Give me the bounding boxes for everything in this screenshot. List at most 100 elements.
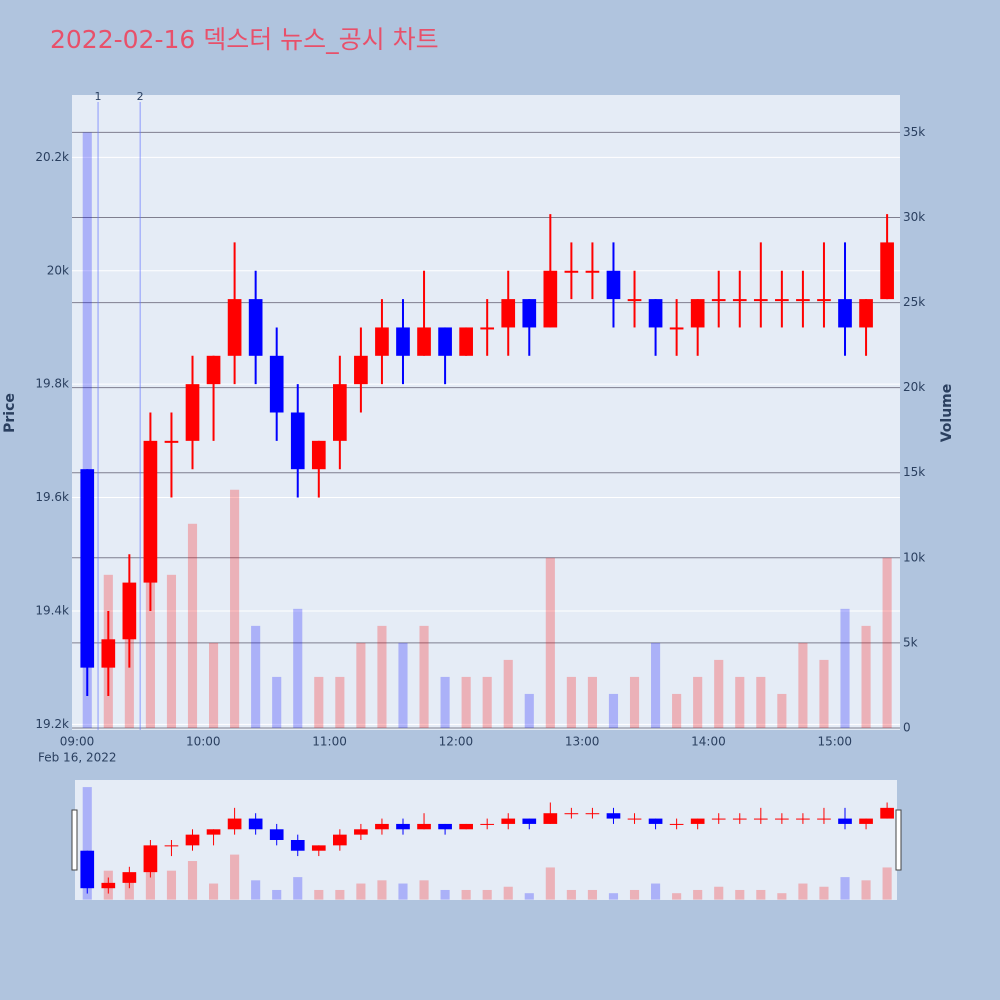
- candle-body: [438, 327, 452, 356]
- volume-bar: [166, 574, 177, 728]
- candle-body: [522, 299, 537, 328]
- slider-volume: [377, 880, 387, 900]
- slider-body: [122, 872, 137, 883]
- volume-bar: [587, 676, 597, 728]
- y2-tick-label: 35k: [903, 125, 925, 139]
- volume-bar: [272, 676, 282, 728]
- volume-bar: [524, 693, 534, 728]
- volume-bar: [482, 676, 492, 728]
- volume-bar: [672, 693, 682, 728]
- candle-body: [143, 440, 158, 583]
- slider-volume: [735, 889, 745, 900]
- slider-volume: [629, 889, 640, 900]
- volume-bar: [545, 557, 555, 728]
- volume-bar: [187, 523, 198, 728]
- candle-body: [354, 355, 368, 385]
- slider-body: [522, 818, 537, 824]
- y2-tick-label: 10k: [903, 550, 925, 564]
- slider-body: [227, 818, 242, 830]
- slider-body: [859, 818, 873, 824]
- x-tick-label: 10:00: [186, 735, 221, 749]
- slider-body: [438, 823, 452, 830]
- volume-bar: [735, 676, 745, 728]
- slider-body: [501, 818, 516, 824]
- slider-volume: [861, 880, 871, 900]
- candle-body: [417, 327, 431, 356]
- candle-body: [333, 384, 347, 441]
- slider-body: [711, 818, 726, 820]
- candle-body: [269, 355, 284, 413]
- slider-body: [753, 818, 768, 820]
- volume-bar: [629, 676, 640, 728]
- slider-body: [480, 823, 495, 825]
- candle-body: [164, 440, 179, 443]
- volume-bar: [756, 676, 766, 728]
- slider-body: [606, 813, 621, 819]
- y2-tick-label: 5k: [903, 635, 918, 649]
- volume-bar: [503, 659, 513, 728]
- y2-tick-label: 0: [903, 720, 911, 734]
- x-tick-label: 13:00: [565, 735, 600, 749]
- slider-volume: [524, 893, 534, 900]
- volume-bar: [714, 659, 724, 728]
- slider-volume: [482, 889, 492, 900]
- y2-axis-title: Volume: [939, 384, 955, 443]
- volume-bar: [314, 676, 324, 728]
- y-tick-label: 20.2k: [35, 150, 69, 164]
- slider-body: [459, 823, 473, 830]
- slider-volume: [293, 877, 303, 900]
- candle-body: [648, 299, 663, 328]
- slider-body: [817, 818, 831, 820]
- range-slider: [75, 780, 897, 900]
- slider-volume: [840, 877, 850, 900]
- slider-volume: [440, 889, 450, 900]
- range-handle[interactable]: [895, 809, 902, 871]
- volume-bar: [608, 693, 619, 728]
- volume-bar: [882, 557, 892, 728]
- slider-body: [143, 845, 158, 873]
- range-handle[interactable]: [71, 809, 78, 871]
- volume-bar: [230, 489, 240, 728]
- slider-body: [690, 818, 705, 824]
- y2-tick-label: 30k: [903, 210, 925, 224]
- slider-body: [333, 834, 347, 846]
- candle-body: [543, 270, 558, 328]
- slider-body: [80, 850, 95, 889]
- slider-volume: [82, 787, 92, 900]
- x-date-label: Feb 16, 2022: [38, 751, 117, 765]
- candle-body: [375, 327, 389, 356]
- volume-bar: [356, 642, 366, 728]
- candle-body: [564, 270, 579, 273]
- candle-body: [880, 242, 894, 300]
- annotation-label: 2: [137, 90, 144, 103]
- slider-body: [164, 845, 179, 847]
- slider-body: [375, 823, 389, 830]
- candle-body: [501, 299, 516, 328]
- slider-volume: [166, 870, 177, 900]
- candle-body: [627, 299, 642, 302]
- volume-bar: [651, 642, 661, 728]
- slider-volume: [777, 893, 787, 900]
- volume-bar: [82, 132, 92, 728]
- candle-body: [838, 299, 852, 328]
- candle-body: [859, 299, 873, 328]
- slider-volume: [608, 893, 619, 900]
- candle-body: [606, 270, 621, 300]
- volume-bar: [398, 642, 408, 728]
- candle-body: [585, 270, 600, 273]
- slider-volume: [208, 883, 219, 900]
- y-tick-label: 19.4k: [35, 603, 69, 617]
- slider-body: [185, 834, 200, 846]
- candle-body: [227, 299, 242, 356]
- x-tick-label: 12:00: [439, 735, 474, 749]
- x-tick-label: 15:00: [817, 735, 852, 749]
- slider-volume: [714, 886, 724, 900]
- slider-body: [732, 818, 747, 820]
- candle-body: [690, 299, 705, 328]
- volume-bar: [777, 693, 787, 728]
- candle-body: [669, 327, 684, 330]
- y-tick-label: 19.6k: [35, 490, 69, 504]
- slider-body: [417, 823, 431, 830]
- candle-body: [185, 384, 200, 441]
